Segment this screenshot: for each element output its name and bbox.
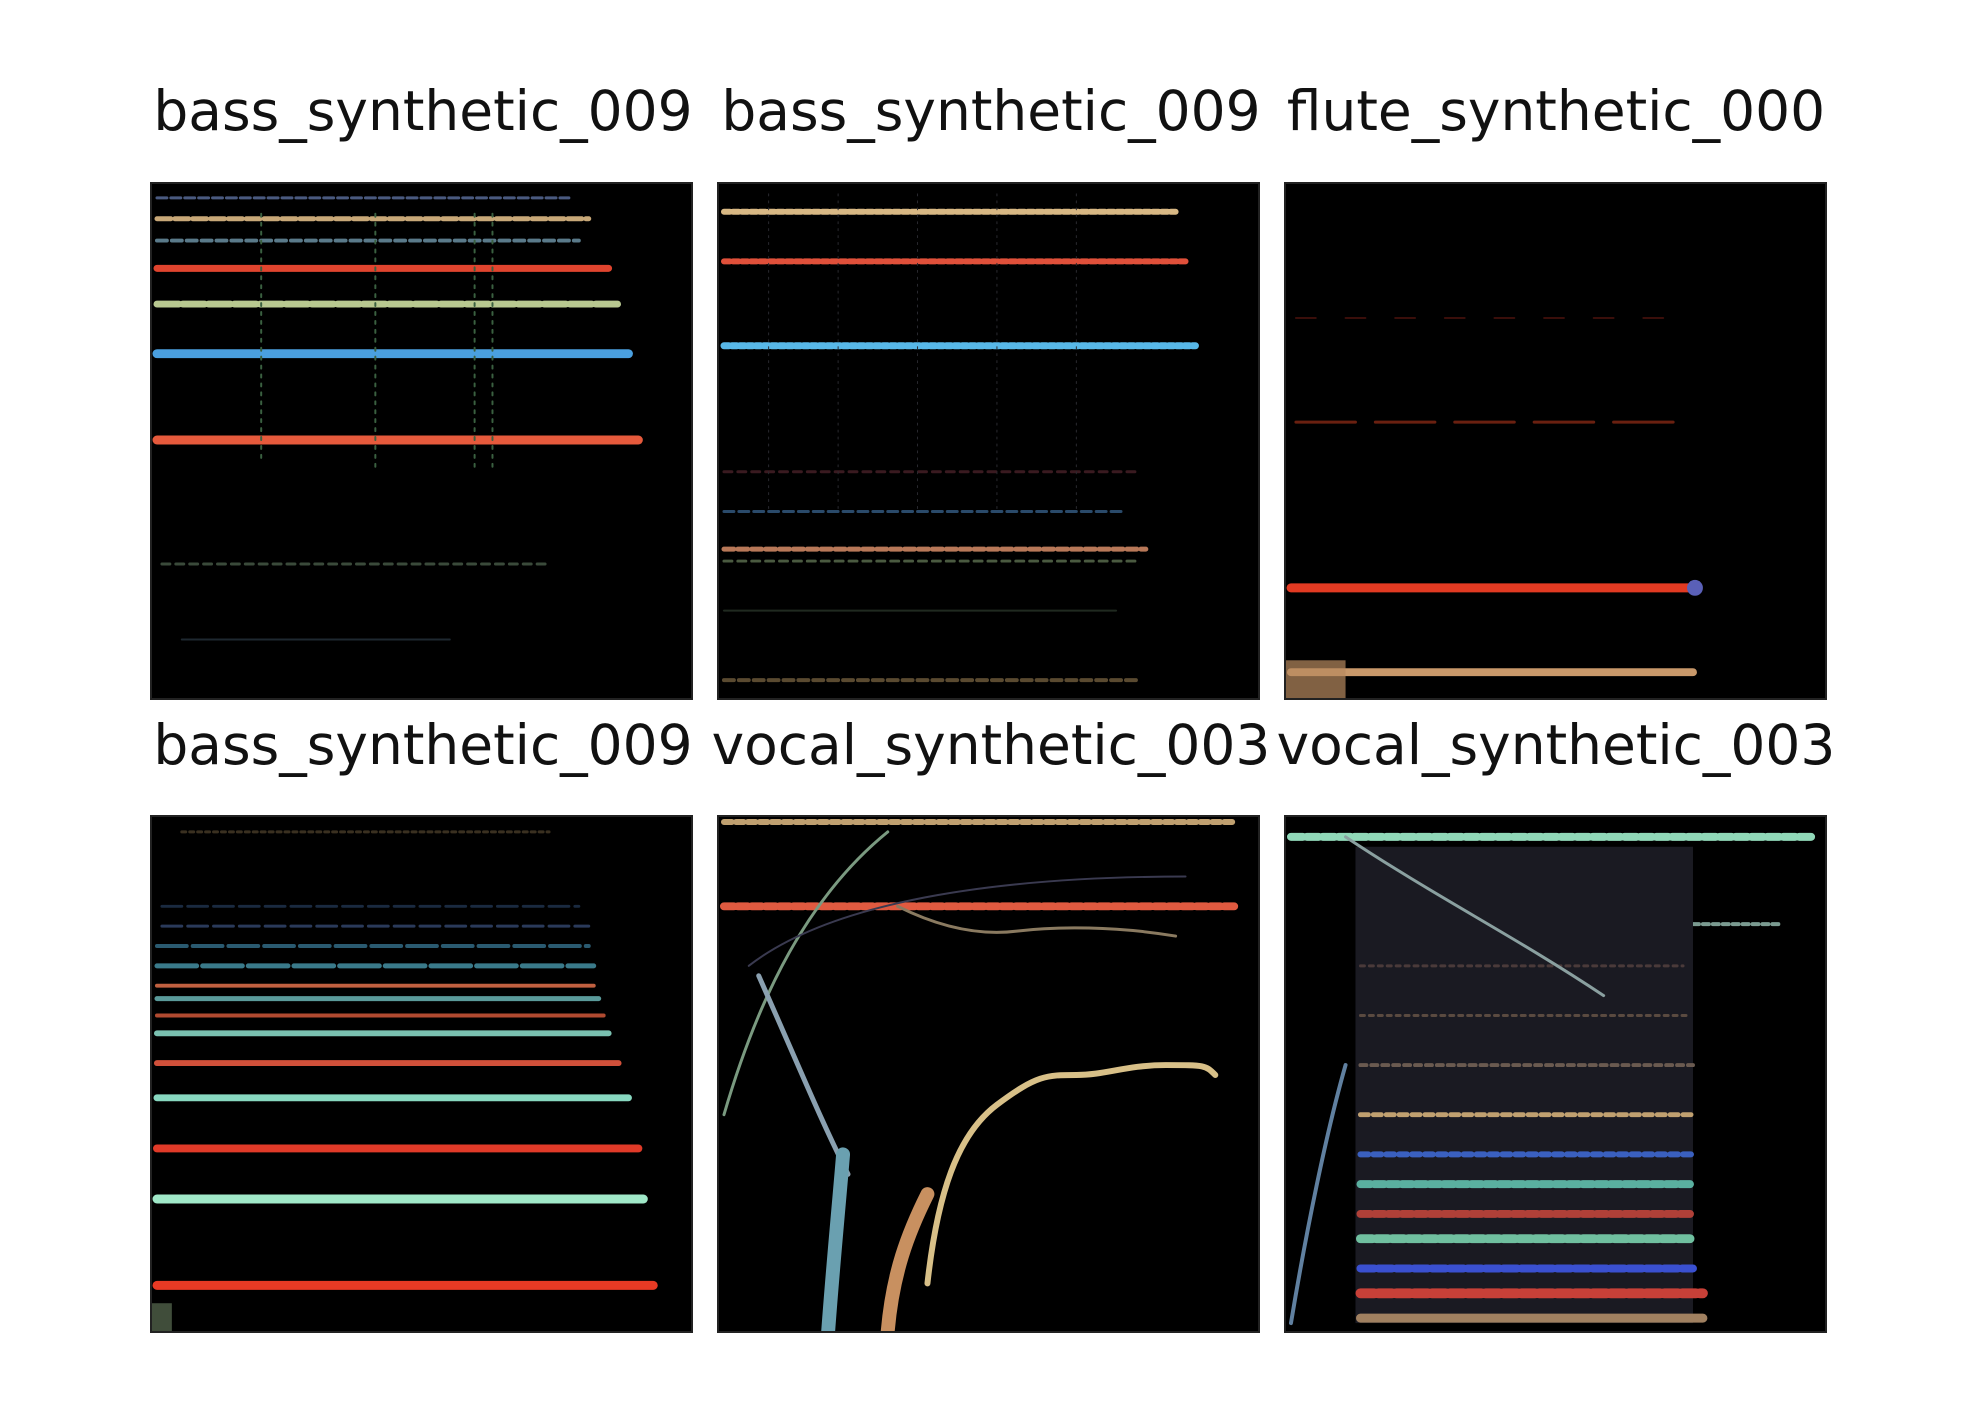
panel-title: bass_synthetic_009 — [721, 79, 1261, 143]
spectrogram-image — [150, 182, 693, 700]
spectrogram-image — [717, 815, 1260, 1333]
panel-title: vocal_synthetic_003 — [711, 713, 1271, 777]
panel-title: vocal_synthetic_003 — [1276, 713, 1836, 777]
panel-title: bass_synthetic_009 — [153, 713, 693, 777]
spectrogram-image — [1284, 182, 1827, 700]
panel-title: bass_synthetic_009 — [153, 79, 693, 143]
spectrogram-image — [150, 815, 693, 1333]
spectrogram-image — [717, 182, 1260, 700]
panel-title: flute_synthetic_000 — [1286, 79, 1826, 143]
spectrogram-image — [1284, 815, 1827, 1333]
